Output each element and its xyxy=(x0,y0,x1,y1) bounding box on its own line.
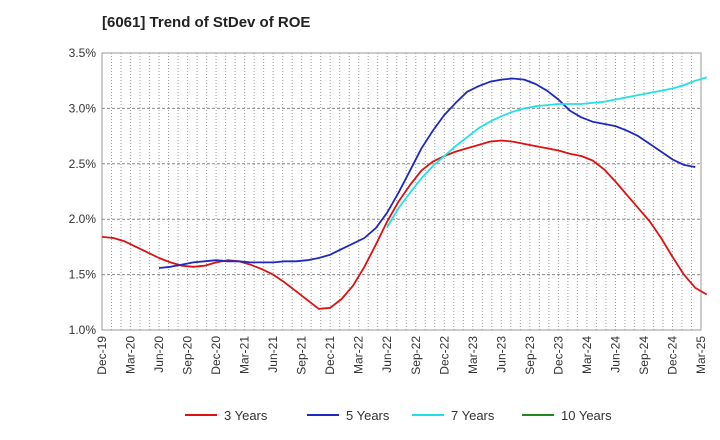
y-tick-label: 2.0% xyxy=(69,212,97,226)
series-line-7-years xyxy=(386,76,707,228)
x-tick-label: Mar-20 xyxy=(124,336,138,374)
x-tick-label: Jun-22 xyxy=(380,336,394,373)
x-tick-label: Dec-24 xyxy=(665,336,679,375)
x-tick-label: Jun-23 xyxy=(494,336,508,373)
x-tick-label: Sep-23 xyxy=(523,336,537,375)
x-tick-label: Dec-23 xyxy=(551,336,565,375)
legend-label-5-years: 5 Years xyxy=(346,408,390,423)
x-tick-label: Sep-20 xyxy=(181,336,195,375)
x-tick-label: Mar-21 xyxy=(238,336,252,374)
x-tick-label: Sep-24 xyxy=(637,336,651,375)
x-tick-label: Dec-20 xyxy=(209,336,223,375)
y-tick-label: 1.5% xyxy=(69,268,97,282)
x-tick-label: Dec-19 xyxy=(95,336,109,375)
x-tick-label: Mar-22 xyxy=(352,336,366,374)
chart-title: [6061] Trend of StDev of ROE xyxy=(102,14,311,31)
x-tick-label: Mar-24 xyxy=(580,336,594,374)
series-line-5-years xyxy=(158,77,696,269)
y-tick-label: 3.5% xyxy=(69,46,97,60)
x-tick-label: Jun-21 xyxy=(266,336,280,373)
y-tick-label: 3.0% xyxy=(69,101,97,115)
x-tick-label: Jun-24 xyxy=(608,336,622,373)
x-tick-label: Mar-23 xyxy=(466,336,480,374)
plot-frame xyxy=(101,52,702,331)
x-tick-label: Mar-25 xyxy=(694,336,708,374)
legend-label-3-years: 3 Years xyxy=(224,408,268,423)
y-tick-label: 1.0% xyxy=(69,323,97,337)
x-tick-label: Sep-22 xyxy=(409,336,423,375)
legend-label-7-years: 7 Years xyxy=(451,408,495,423)
y-tick-label: 2.5% xyxy=(69,157,97,171)
x-tick-label: Dec-21 xyxy=(323,336,337,375)
x-tick-label: Dec-22 xyxy=(437,336,451,375)
x-tick-label: Sep-21 xyxy=(295,336,309,375)
series-line-3-years xyxy=(101,139,708,310)
x-tick-label: Jun-20 xyxy=(152,336,166,373)
legend-label-10-years: 10 Years xyxy=(561,408,612,423)
